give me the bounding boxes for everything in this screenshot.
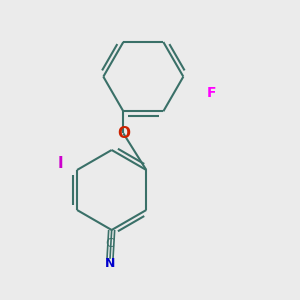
Text: I: I bbox=[58, 156, 63, 171]
Text: C: C bbox=[106, 237, 114, 250]
Text: F: F bbox=[207, 86, 216, 100]
Text: N: N bbox=[105, 257, 115, 270]
Text: O: O bbox=[117, 126, 130, 141]
